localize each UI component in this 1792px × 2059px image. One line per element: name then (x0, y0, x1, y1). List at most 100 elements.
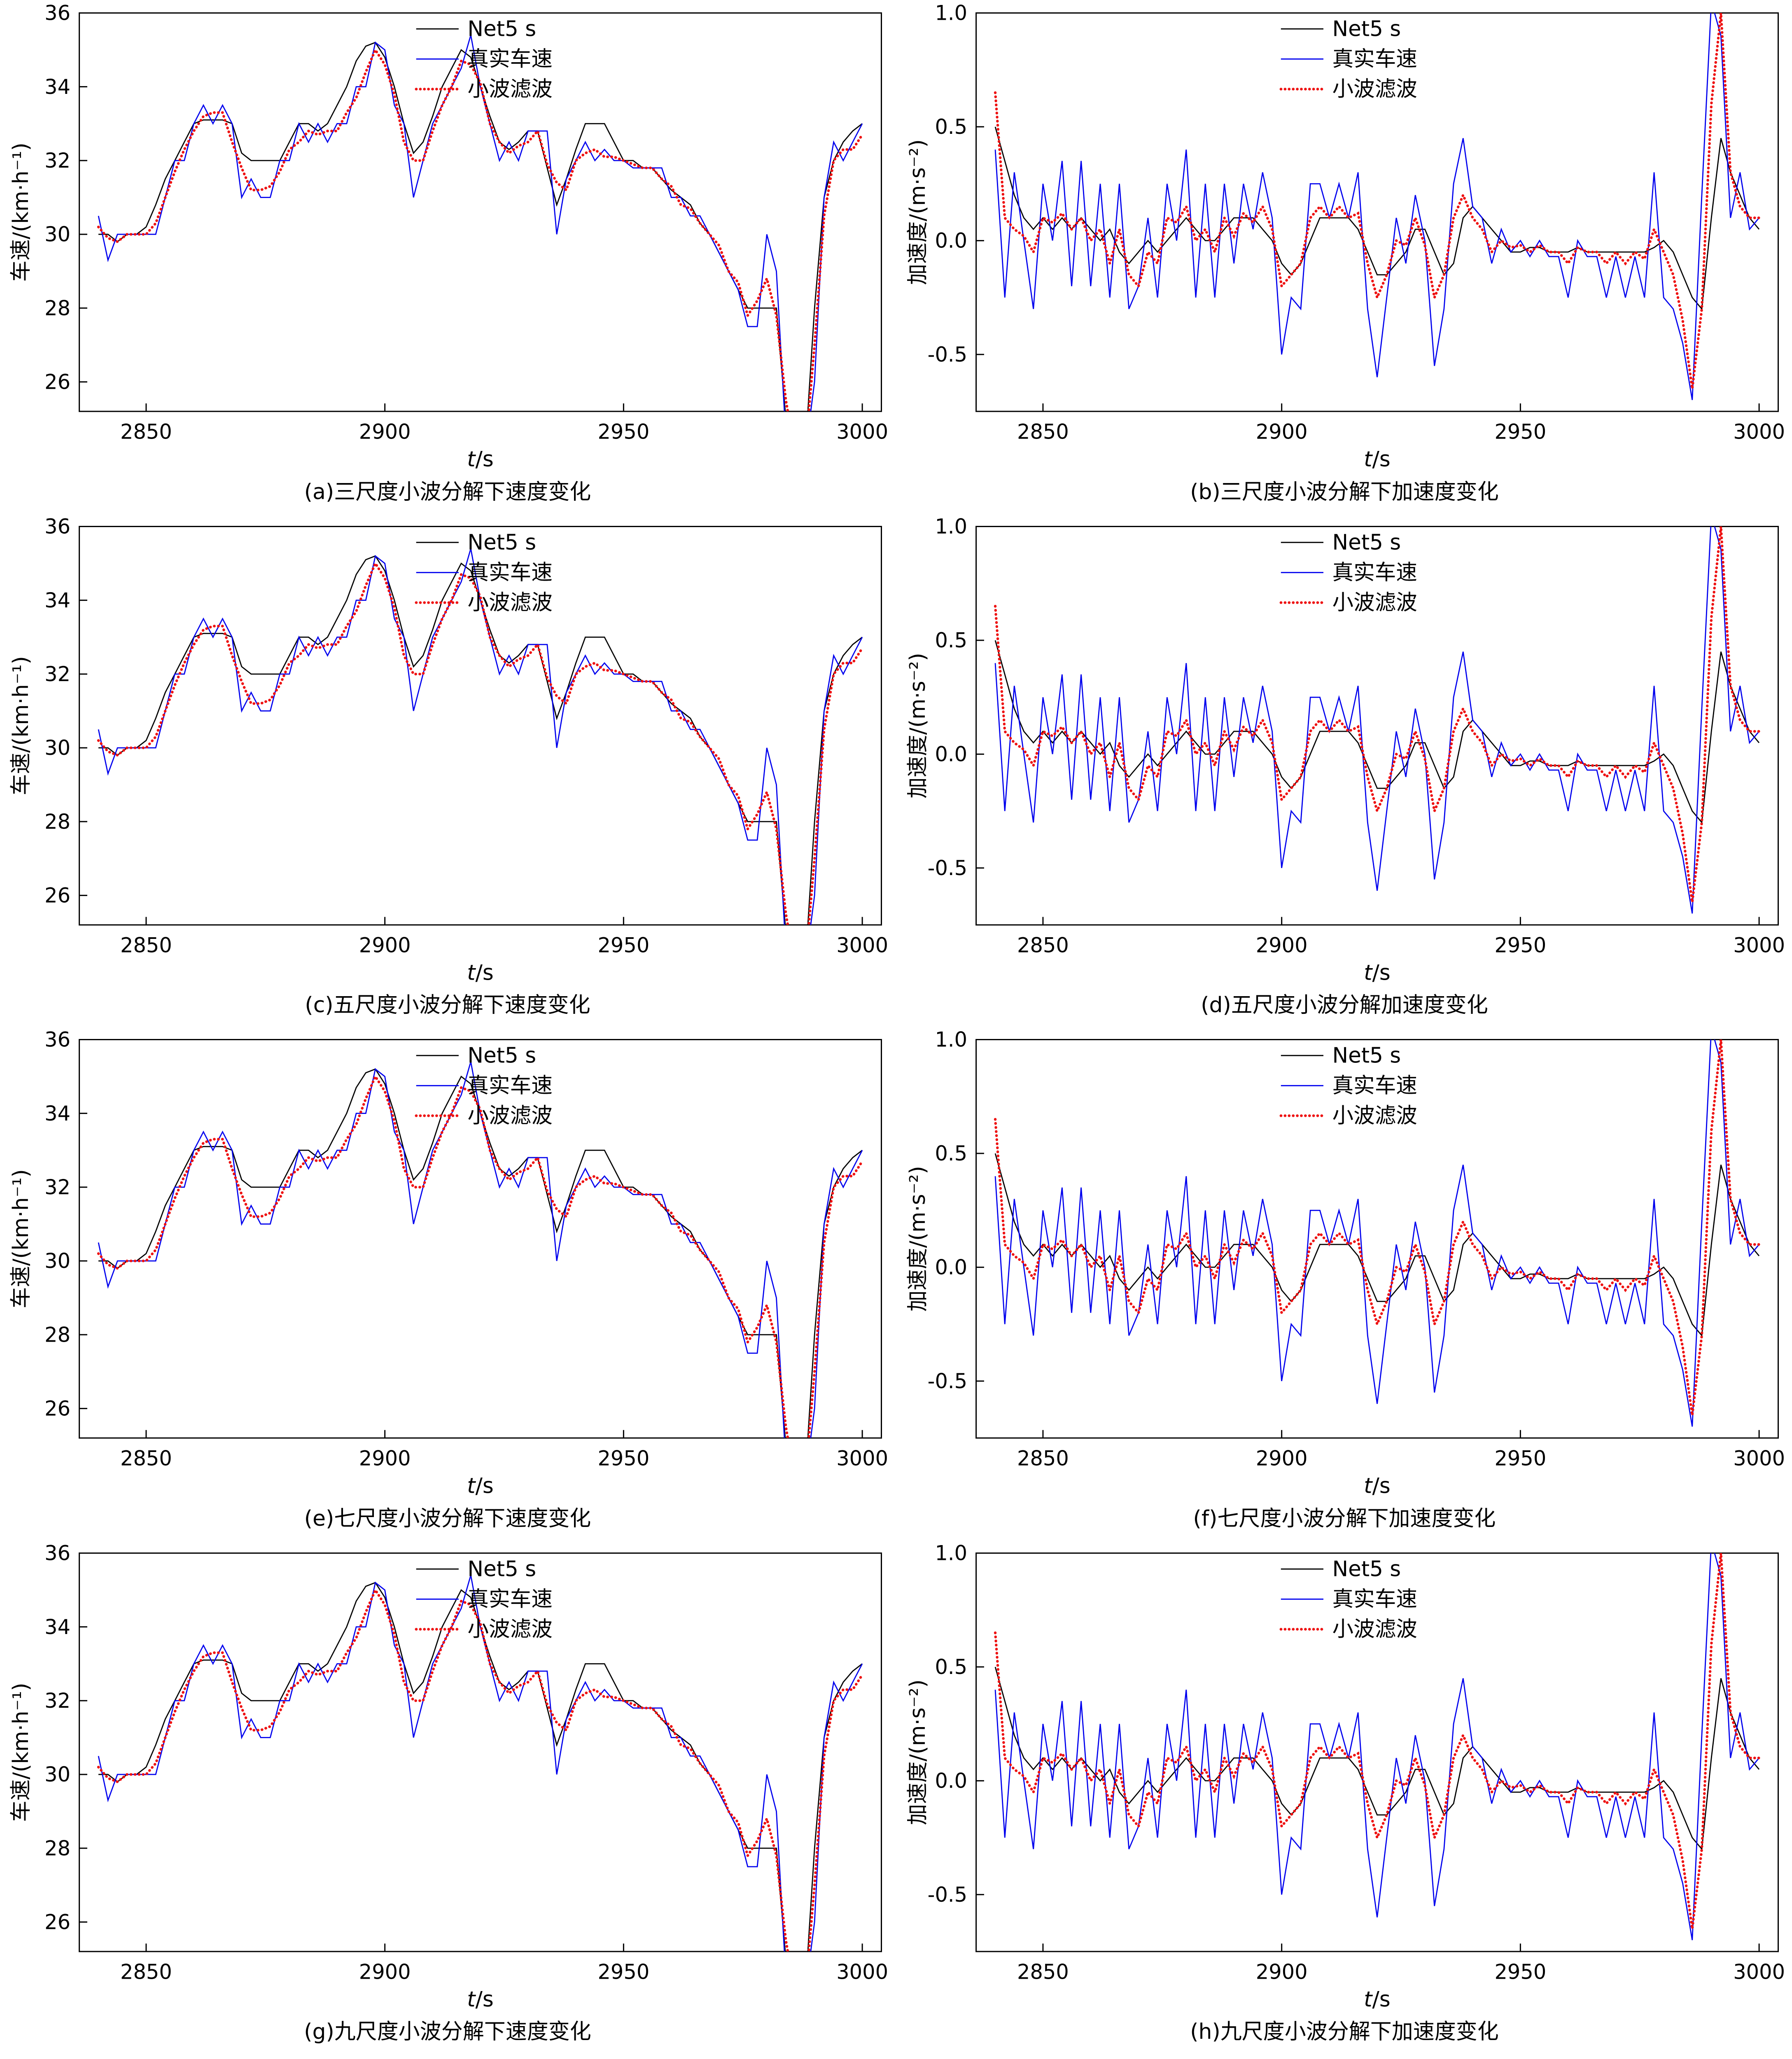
svg-text:2950: 2950 (597, 420, 649, 444)
svg-text:30: 30 (44, 1249, 70, 1273)
svg-text:Net5 s: Net5 s (467, 530, 536, 555)
svg-text:0.5: 0.5 (935, 115, 967, 139)
chart-e-canvas: 2850 2900 2950 3000 26 28 30 32 34 36 t/s 车速/(km·h⁻… (9, 1031, 888, 1498)
svg-text:2850: 2850 (120, 420, 172, 444)
svg-text:3000: 3000 (836, 1447, 888, 1471)
svg-text:t/s: t/s (1364, 1987, 1391, 2012)
svg-text:-0.5: -0.5 (928, 1369, 967, 1393)
svg-text:t/s: t/s (467, 1473, 494, 1498)
svg-text:2850: 2850 (120, 933, 172, 957)
svg-text:30: 30 (44, 222, 70, 246)
chart-h: 2850 2900 2950 3000 -0.5 0.0 0.5 1.0 t/s 加速度/(m·s… (902, 1544, 1787, 2056)
svg-text:2850: 2850 (120, 1447, 172, 1471)
svg-text:0.0: 0.0 (935, 742, 967, 766)
svg-text:2850: 2850 (1017, 1447, 1069, 1471)
svg-text:2900: 2900 (359, 420, 411, 444)
svg-text:2950: 2950 (1494, 420, 1546, 444)
svg-text:0.0: 0.0 (935, 1769, 967, 1793)
chart-e: 2850 2900 2950 3000 26 28 30 32 34 36 t/s 车速/(km·h⁻… (5, 1031, 890, 1543)
svg-text:0.5: 0.5 (935, 1655, 967, 1679)
svg-text:车速/(km·h⁻¹): 车速/(km·h⁻¹) (9, 1683, 33, 1822)
svg-text:1.0: 1.0 (935, 518, 967, 539)
svg-text:-0.5: -0.5 (928, 343, 967, 367)
svg-text:Net5 s: Net5 s (467, 16, 536, 41)
svg-text:3000: 3000 (1733, 420, 1785, 444)
svg-text:2950: 2950 (1494, 1960, 1546, 1984)
svg-text:26: 26 (44, 883, 70, 907)
svg-text:-0.5: -0.5 (928, 1882, 967, 1906)
svg-text:0.0: 0.0 (935, 1256, 967, 1279)
svg-text:1.0: 1.0 (935, 1544, 967, 1565)
svg-text:2850: 2850 (1017, 1960, 1069, 1984)
svg-text:t/s: t/s (467, 447, 494, 472)
svg-text:加速度/(m·s⁻²): 加速度/(m·s⁻²) (905, 1166, 930, 1312)
svg-text:0.5: 0.5 (935, 628, 967, 652)
svg-text:36: 36 (44, 1544, 70, 1565)
svg-text:2950: 2950 (597, 1960, 649, 1984)
svg-text:真实车速: 真实车速 (467, 1587, 552, 1611)
svg-text:加速度/(m·s⁻²): 加速度/(m·s⁻²) (905, 653, 930, 798)
svg-text:0.0: 0.0 (935, 229, 967, 253)
svg-text:真实车速: 真实车速 (1332, 1074, 1417, 1098)
svg-text:34: 34 (44, 1102, 70, 1125)
svg-text:32: 32 (44, 1175, 70, 1199)
svg-text:3000: 3000 (836, 420, 888, 444)
svg-text:3000: 3000 (1733, 933, 1785, 957)
svg-text:2850: 2850 (1017, 933, 1069, 957)
svg-text:t/s: t/s (1364, 1473, 1391, 1498)
svg-text:30: 30 (44, 1763, 70, 1786)
svg-text:3000: 3000 (1733, 1960, 1785, 1984)
svg-text:3000: 3000 (836, 933, 888, 957)
svg-text:2950: 2950 (1494, 933, 1546, 957)
svg-text:小波滤波: 小波滤波 (1332, 1617, 1417, 1641)
chart-g: 2850 2900 2950 3000 26 28 30 32 34 36 t/s 车速/(km·h⁻… (5, 1544, 890, 2056)
svg-text:真实车速: 真实车速 (467, 47, 552, 72)
svg-text:车速/(km·h⁻¹): 车速/(km·h⁻¹) (9, 142, 33, 282)
svg-text:真实车速: 真实车速 (1332, 47, 1417, 72)
svg-text:1.0: 1.0 (935, 4, 967, 25)
svg-text:加速度/(m·s⁻²): 加速度/(m·s⁻²) (905, 139, 930, 285)
svg-text:t/s: t/s (1364, 960, 1391, 985)
chart-b: 2850 2900 2950 3000 -0.5 0.0 0.5 1.0 t/s 加速度/(m·s… (902, 4, 1787, 516)
svg-text:小波滤波: 小波滤波 (467, 1104, 552, 1128)
svg-text:真实车速: 真实车速 (467, 560, 552, 585)
chart-b-caption: (b)三尺度小波分解下加速度变化 (1190, 479, 1499, 504)
svg-text:Net5 s: Net5 s (1332, 1557, 1401, 1581)
svg-text:Net5 s: Net5 s (1332, 530, 1401, 555)
svg-text:车速/(km·h⁻¹): 车速/(km·h⁻¹) (9, 1169, 33, 1308)
svg-text:小波滤波: 小波滤波 (1332, 1104, 1417, 1128)
chart-a: 2850 2900 2950 3000 26 28 30 32 34 36 t/s 车速/(km·h⁻… (5, 4, 890, 516)
svg-text:2900: 2900 (1256, 933, 1308, 957)
svg-text:2950: 2950 (1494, 1447, 1546, 1471)
svg-text:2900: 2900 (1256, 420, 1308, 444)
chart-a-canvas: 2850 2900 2950 3000 26 28 30 32 34 36 t/s 车速/(km·h⁻… (9, 4, 888, 472)
svg-text:小波滤波: 小波滤波 (467, 590, 552, 615)
chart-d: 2850 2900 2950 3000 -0.5 0.0 0.5 1.0 t/s 加速度/(m·s… (902, 518, 1787, 1030)
svg-text:2900: 2900 (359, 1447, 411, 1471)
svg-text:36: 36 (44, 4, 70, 25)
svg-text:2850: 2850 (120, 1960, 172, 1984)
svg-text:26: 26 (44, 370, 70, 394)
svg-text:2950: 2950 (597, 1447, 649, 1471)
svg-text:28: 28 (44, 810, 70, 833)
chart-f-caption: (f)七尺度小波分解下加速度变化 (1193, 1506, 1496, 1531)
chart-f: 2850 2900 2950 3000 -0.5 0.0 0.5 1.0 t/s 加速度/(m·s… (902, 1031, 1787, 1543)
svg-text:28: 28 (44, 1323, 70, 1347)
svg-text:32: 32 (44, 662, 70, 686)
chart-c-canvas: 2850 2900 2950 3000 26 28 30 32 34 36 t/s 车速/(km·h⁻… (9, 518, 888, 985)
svg-text:34: 34 (44, 1615, 70, 1639)
svg-text:车速/(km·h⁻¹): 车速/(km·h⁻¹) (9, 656, 33, 795)
svg-text:3000: 3000 (836, 1960, 888, 1984)
svg-text:34: 34 (44, 75, 70, 99)
svg-text:真实车速: 真实车速 (1332, 560, 1417, 585)
svg-text:t/s: t/s (1364, 447, 1391, 472)
svg-text:3000: 3000 (1733, 1447, 1785, 1471)
svg-text:小波滤波: 小波滤波 (1332, 590, 1417, 615)
chart-f-canvas: 2850 2900 2950 3000 -0.5 0.0 0.5 1.0 t/s 加速度/(m·s… (905, 1031, 1785, 1498)
svg-text:加速度/(m·s⁻²): 加速度/(m·s⁻²) (905, 1679, 930, 1825)
chart-h-caption: (h)九尺度小波分解下加速度变化 (1190, 2019, 1499, 2044)
svg-text:Net5 s: Net5 s (1332, 16, 1401, 41)
svg-text:32: 32 (44, 1689, 70, 1713)
chart-c: 2850 2900 2950 3000 26 28 30 32 34 36 t/s 车速/(km·h⁻… (5, 518, 890, 1030)
